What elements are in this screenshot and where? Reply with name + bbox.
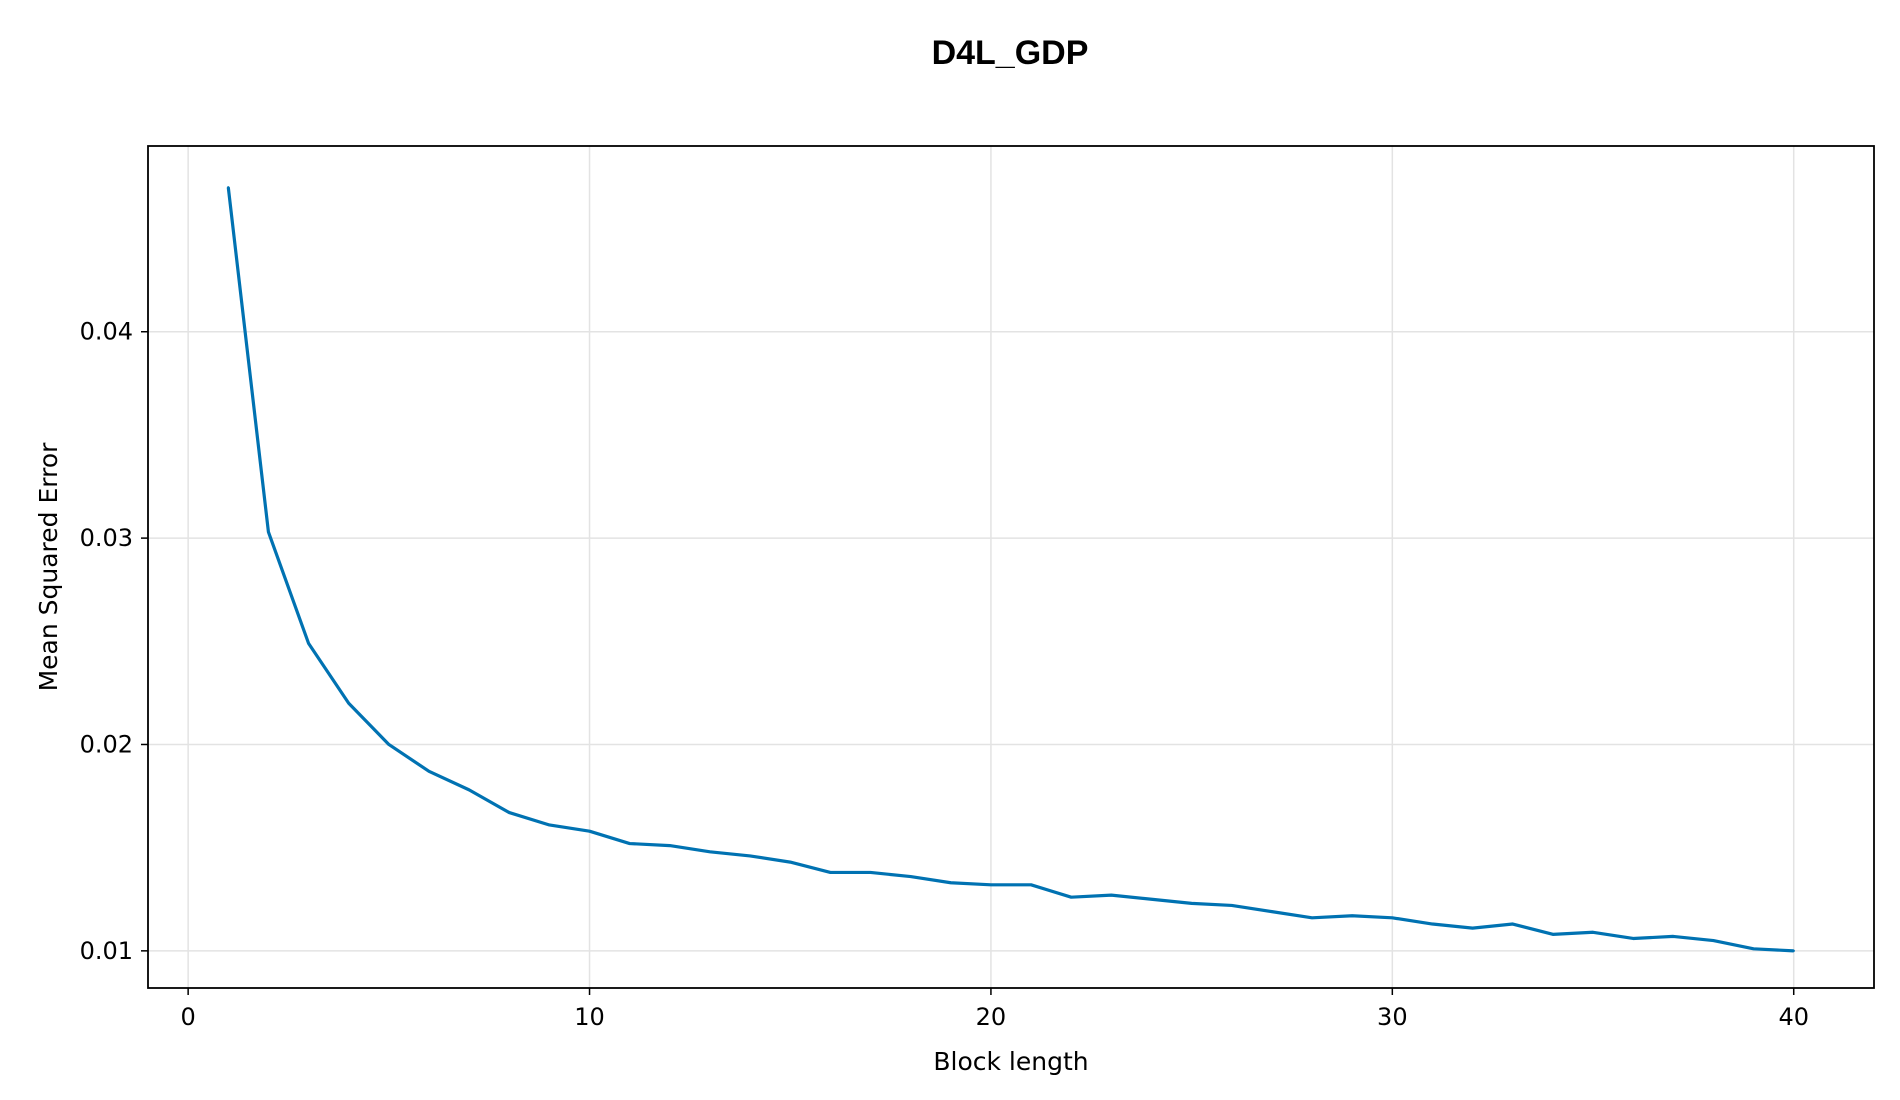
data-point (1310, 916, 1314, 920)
data-point (1391, 916, 1394, 920)
x-tick-label: 20 (976, 1003, 1007, 1031)
data-point (829, 871, 832, 874)
axis-ticks: 0 10 20 30 40 0.01 0.02 0.03 0.04 (80, 318, 1809, 1031)
chart-title: D4L_GDP (932, 34, 1089, 72)
data-point (909, 875, 912, 878)
data-point (1029, 883, 1033, 887)
data-point (1672, 935, 1675, 938)
data-point (1230, 904, 1233, 907)
data-point (347, 702, 350, 705)
data-point (588, 829, 591, 833)
grid (148, 146, 1874, 988)
data-point (1551, 933, 1555, 936)
data-point (668, 844, 672, 847)
x-tick-label: 10 (574, 1003, 605, 1031)
data-point (1471, 926, 1474, 930)
x-tick-label: 30 (1377, 1003, 1408, 1031)
data-point (748, 854, 752, 858)
data-point (949, 881, 952, 884)
data-point (789, 860, 792, 864)
data-point (1431, 922, 1434, 926)
y-tick-label: 0.02 (80, 730, 133, 758)
data-point (869, 871, 872, 874)
data-point (1070, 895, 1073, 899)
data-point (708, 850, 712, 853)
y-tick-label: 0.03 (80, 524, 133, 552)
data-point (387, 743, 391, 746)
y-axis-label: Mean Squared Error (34, 442, 63, 692)
x-tick-label: 0 (180, 1003, 195, 1031)
data-point (1591, 931, 1595, 934)
data-point (427, 770, 431, 773)
x-axis-label: Block length (933, 1047, 1088, 1076)
data-point (1190, 902, 1193, 905)
y-tick-label: 0.04 (80, 318, 133, 346)
data-point (1712, 939, 1715, 942)
data-point (1110, 893, 1113, 897)
data-point (1752, 947, 1755, 950)
plot-frame (147, 145, 1875, 989)
data-point (1511, 922, 1514, 926)
data-point (1270, 910, 1274, 913)
series-line (226, 187, 1794, 953)
data-point (628, 842, 631, 845)
data-point (508, 811, 511, 814)
data-point (1150, 898, 1153, 901)
data-point (227, 186, 230, 189)
data-point (548, 823, 551, 827)
series-layer (226, 186, 1795, 953)
data-point (1792, 949, 1795, 953)
data-point (1631, 937, 1635, 940)
data-point (267, 530, 270, 534)
data-point (1350, 914, 1354, 917)
data-point (467, 788, 471, 792)
y-tick-label: 0.01 (80, 937, 133, 965)
x-tick-label: 40 (1778, 1003, 1809, 1031)
data-point (307, 642, 310, 645)
data-point (989, 883, 993, 887)
